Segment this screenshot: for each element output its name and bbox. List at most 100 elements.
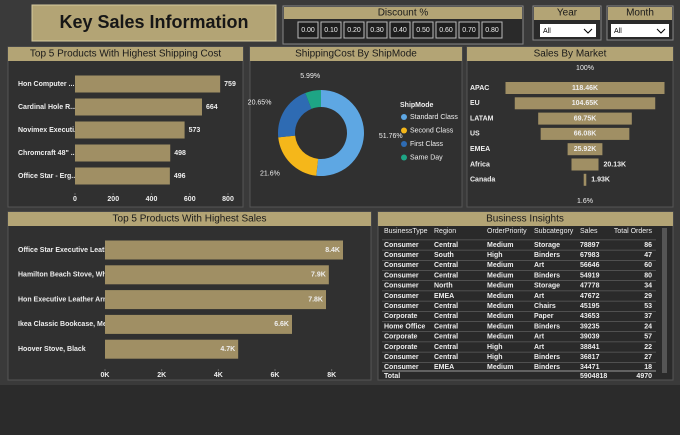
slicer-label: Year (557, 8, 578, 19)
table-cell: Art (534, 334, 545, 341)
table-cell: Consumer (384, 303, 419, 310)
column-header[interactable]: Subcategory (534, 228, 574, 235)
table-cell: Art (534, 293, 545, 300)
discount-option[interactable] (297, 21, 319, 39)
table-cell: Binders (534, 323, 560, 330)
dropdown[interactable] (611, 24, 669, 37)
table-cell: Storage (534, 242, 560, 249)
data-label: 573 (189, 127, 201, 134)
table-cell: Chairs (534, 303, 556, 310)
data-label: 66.08K (574, 131, 597, 138)
panel-header (8, 212, 371, 226)
discount-option[interactable] (366, 21, 388, 39)
table-cell: 47 (644, 252, 652, 259)
data-label: 20.13K (604, 161, 627, 168)
column-header[interactable]: BusinessType (384, 228, 428, 235)
discount-option[interactable] (435, 21, 457, 39)
table-cell: Paper (534, 313, 554, 320)
table-cell: Medium (487, 303, 513, 310)
table-cell: 39235 (580, 323, 600, 330)
donut-slice (316, 90, 365, 177)
table-cell: High (487, 344, 503, 351)
category-label: Novimex Executi... (18, 127, 80, 134)
panel-title: Top 5 Products With Highest Sales (113, 214, 267, 225)
table-cell: 54919 (580, 272, 600, 279)
table-cell: Storage (534, 283, 560, 290)
slicer-header (608, 7, 672, 20)
data-label: 1.93K (591, 177, 610, 184)
table-cell: South (434, 252, 454, 259)
panel (466, 46, 674, 208)
discount-option[interactable] (412, 21, 434, 39)
category-label: Office Star Executive Leath... (18, 247, 115, 254)
table-cell: 53 (644, 303, 652, 310)
table-cell: 36817 (580, 354, 600, 361)
discount-option[interactable] (481, 21, 503, 39)
table-cell: 80 (644, 272, 652, 279)
discount-option[interactable] (320, 21, 342, 39)
table-cell: Medium (487, 242, 513, 249)
discount-option[interactable] (389, 21, 411, 39)
scrollbar[interactable] (662, 228, 667, 373)
panel-header (250, 47, 462, 61)
donut-slice (278, 93, 312, 138)
table-cell: Central (434, 242, 458, 249)
x-tick-label: 200 (107, 196, 119, 203)
panel-header (378, 212, 673, 226)
table-cell: Binders (534, 364, 560, 371)
legend-marker (401, 114, 407, 120)
legend-marker (401, 154, 407, 161)
funnel-bar (583, 173, 587, 186)
column-header[interactable]: Region (434, 228, 456, 235)
donut-slice (305, 90, 321, 109)
legend-marker (401, 127, 407, 134)
slicer-label: Month (626, 8, 654, 19)
category-label: Hoover Stove, Black (18, 346, 86, 353)
data-label: 25.92K (574, 146, 597, 153)
panel-title: Top 5 Products With Highest Shipping Cos… (30, 49, 221, 60)
table-cell: 34 (644, 283, 652, 290)
table-cell: Medium (487, 283, 513, 290)
category-label: EMEA (470, 146, 490, 153)
column-header[interactable]: Sales (580, 228, 598, 235)
column-header[interactable]: OrderPriority (487, 228, 527, 235)
slicer-header (284, 7, 522, 19)
data-label: 5.99% (300, 73, 320, 80)
title-box (31, 4, 277, 42)
table-cell: 18 (644, 364, 652, 371)
bar (105, 265, 329, 285)
x-tick-label: 2K (157, 372, 166, 379)
table-cell: 47672 (580, 293, 600, 300)
table-cell: 57 (644, 334, 652, 341)
data-label: 498 (174, 150, 186, 157)
panel-header (8, 47, 243, 61)
discount-option[interactable] (458, 21, 480, 39)
data-label: 104.65K (572, 100, 598, 107)
category-label: Chromcraft 48" ... (18, 150, 77, 157)
column-header[interactable]: Total Orders (614, 228, 653, 235)
table-cell: Art (534, 344, 545, 351)
discount-option[interactable] (343, 21, 365, 39)
x-tick-label: 4K (214, 372, 223, 379)
table-cell: Consumer (384, 354, 419, 361)
table-cell: 38841 (580, 344, 600, 351)
dropdown[interactable] (540, 24, 596, 37)
table-cell: 67983 (580, 252, 600, 259)
table-cell: Consumer (384, 262, 419, 269)
legend-label: Same Day (410, 154, 443, 161)
table-cell: Consumer (384, 364, 419, 371)
table-cell: Central (434, 344, 458, 351)
table-cell: 37 (644, 313, 652, 320)
category-label: LATAM (470, 115, 494, 122)
category-label: Canada (470, 177, 495, 184)
panel-title: Sales By Market (534, 49, 607, 60)
data-label: 21.6% (260, 171, 280, 178)
legend-label: Second Class (410, 127, 454, 134)
category-label: Africa (470, 161, 490, 168)
table-cell: 78897 (580, 242, 600, 249)
bar (105, 339, 239, 359)
data-label: 759 (224, 81, 236, 88)
table-cell: High (487, 252, 503, 259)
category-label: Hamilton Beach Stove, White (18, 272, 115, 279)
